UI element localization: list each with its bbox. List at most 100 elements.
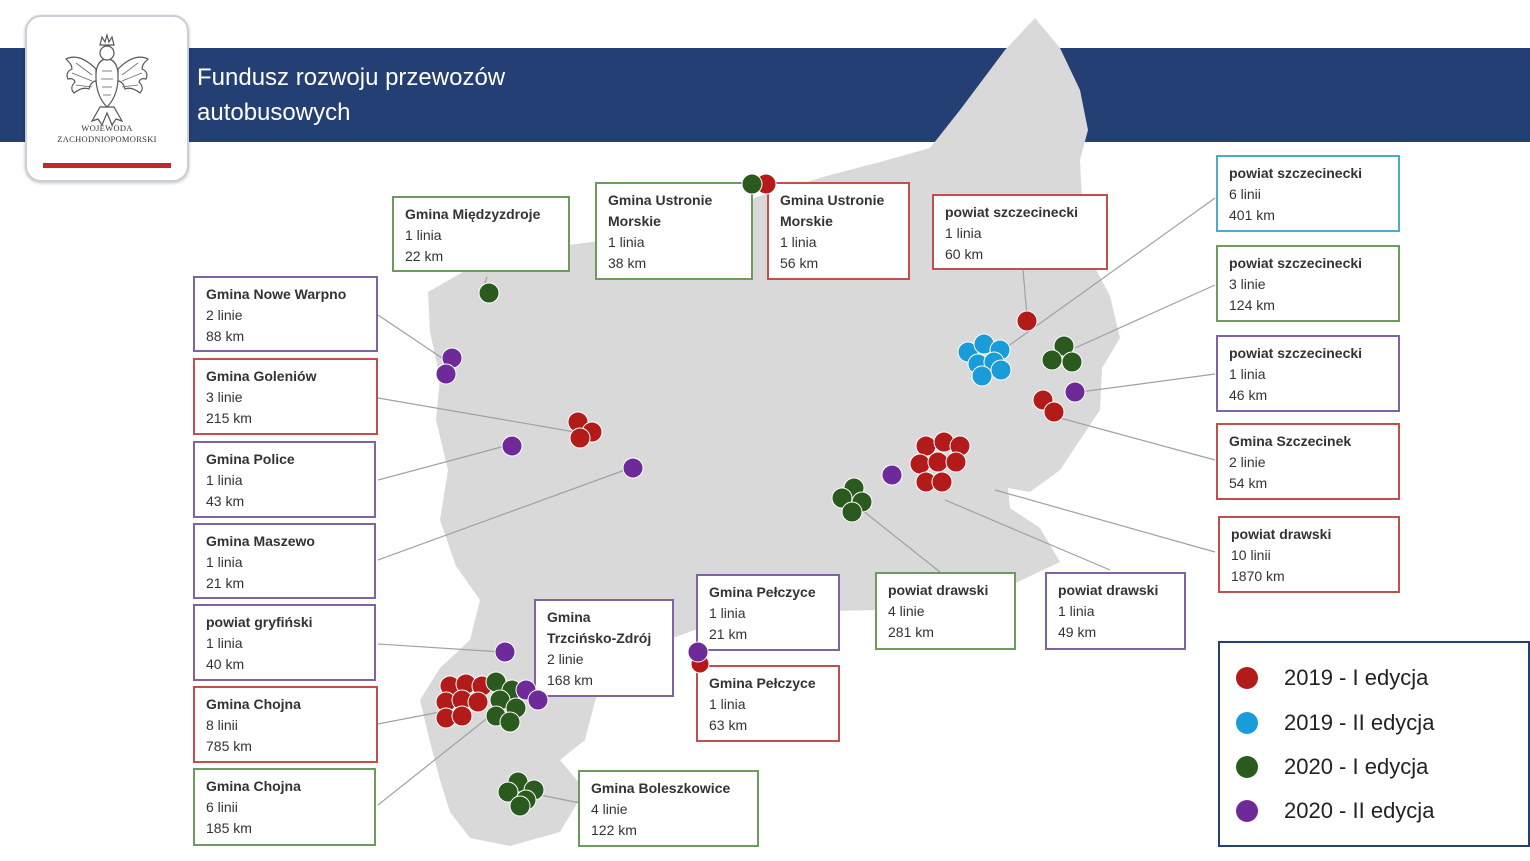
card-gmina-nowe-warpno: Gmina Nowe Warpno 2 linie 88 km: [193, 276, 378, 352]
card-lines: 1 linia: [1229, 366, 1266, 382]
card-gmina-boleszkowice: Gmina Boleszkowice 4 linie 122 km: [578, 770, 759, 847]
card-km: 185 km: [206, 820, 252, 836]
card-lines: 6 linii: [1229, 186, 1261, 202]
card-name: powiat drawski: [1058, 582, 1159, 598]
card-km: 1870 km: [1231, 568, 1285, 584]
card-lines: 3 linie: [1229, 276, 1266, 292]
card-lines: 1 linia: [709, 605, 746, 621]
card-lines: 1 linia: [206, 472, 243, 488]
legend-marker-2019-II: [1236, 712, 1258, 734]
card-lines: 1 linia: [608, 234, 645, 250]
card-km: 63 km: [709, 717, 748, 733]
card-lines: 2 linie: [206, 307, 243, 323]
card-name: Gmina Szczecinek: [1229, 433, 1352, 449]
leader-lines: [377, 197, 1216, 806]
legend-label: 2019 - II edycja: [1284, 710, 1435, 735]
card-lines: 1 linia: [405, 227, 442, 243]
card-name: powiat szczecinecki: [945, 204, 1079, 220]
card-lines: 4 linie: [888, 603, 925, 619]
card-name: Gmina Maszewo: [206, 533, 315, 549]
legend-marker-2019-I: [1236, 667, 1258, 689]
card-km: 46 km: [1229, 387, 1268, 403]
card-gmina-trzcinsko-zdroj: Gmina Trzcińsko-Zdrój 2 linie 168 km: [534, 599, 674, 697]
card-gmina-maszewo: Gmina Maszewo 1 linia 21 km: [193, 523, 376, 599]
card-name: Gmina Pełczyce: [709, 675, 816, 691]
legend-item-2019-II: 2019 - II edycja: [1236, 708, 1434, 738]
card-powiat-szczecinecki-60km: powiat szczecinecki 1 linia 60 km: [932, 194, 1108, 270]
card-powiat-szczecinecki-46km: powiat szczecinecki 1 linia 46 km: [1216, 335, 1400, 412]
card-name: Gmina Międzyzdroje: [405, 206, 541, 222]
card-name: Gmina Chojna: [206, 696, 301, 712]
legend-marker-2020-I: [1236, 756, 1258, 778]
card-lines: 3 linie: [206, 389, 243, 405]
card-name: powiat szczecinecki: [1229, 165, 1363, 181]
card-name: Gmina Boleszkowice: [591, 780, 731, 796]
card-name: Gmina Trzcińsko-Zdrój: [547, 609, 652, 646]
page-title: Fundusz rozwoju przewozów autobusowych: [197, 64, 506, 126]
legend-item-2020-I: 2020 - I edycja: [1236, 752, 1428, 782]
card-km: 56 km: [780, 255, 819, 271]
card-powiat-drawski-49km: powiat drawski 1 linia 49 km: [1045, 572, 1186, 650]
card-lines: 4 linie: [591, 801, 628, 817]
card-powiat-drawski-1870km: powiat drawski 10 linii 1870 km: [1218, 516, 1400, 593]
emblem: WOJEWODA ZACHODNIOPOMORSKI: [25, 15, 189, 182]
card-km: 43 km: [206, 493, 245, 509]
emblem-red-bar: [43, 163, 171, 168]
card-powiat-gryfinski: powiat gryfiński 1 linia 40 km: [193, 604, 376, 681]
card-lines: 10 linii: [1231, 547, 1271, 563]
legend-label: 2020 - II edycja: [1284, 798, 1435, 823]
legend-item-2020-II: 2020 - II edycja: [1236, 796, 1434, 826]
card-powiat-drawski-281km: powiat drawski 4 linie 281 km: [875, 572, 1016, 650]
card-km: 49 km: [1058, 624, 1097, 640]
card-name: powiat drawski: [888, 582, 989, 598]
card-gmina-chojna-785km: Gmina Chojna 8 linii 785 km: [193, 686, 378, 763]
card-name: powiat drawski: [1231, 526, 1332, 542]
legend-item-2019-I: 2019 - I edycja: [1236, 663, 1428, 693]
card-lines: 1 linia: [780, 234, 817, 250]
card-lines: 1 linia: [206, 635, 243, 651]
card-km: 21 km: [206, 575, 245, 591]
legend-label: 2020 - I edycja: [1284, 754, 1429, 779]
card-lines: 1 linia: [206, 554, 243, 570]
legend: 2019 - I edycja 2019 - II edycja 2020 - …: [1218, 641, 1530, 847]
card-km: 54 km: [1229, 475, 1268, 491]
card-gmina-chojna-185km: Gmina Chojna 6 linii 185 km: [193, 768, 376, 846]
card-name: Gmina Ustronie Morskie: [780, 192, 885, 229]
emblem-caption: WOJEWODA ZACHODNIOPOMORSKI: [57, 123, 157, 144]
card-gmina-szczecinek: Gmina Szczecinek 2 linie 54 km: [1216, 423, 1400, 500]
card-gmina-ustronie-morskie-2020: Gmina Ustronie Morskie 1 linia 38 km: [595, 182, 753, 280]
card-lines: 8 linii: [206, 717, 238, 733]
card-km: 40 km: [206, 656, 245, 672]
card-lines: 1 linia: [1058, 603, 1095, 619]
card-lines: 6 linii: [206, 799, 238, 815]
card-km: 124 km: [1229, 297, 1275, 313]
card-gmina-ustronie-morskie-2019: Gmina Ustronie Morskie 1 linia 56 km: [767, 182, 910, 280]
white-eagle-coat-of-arms-icon: [64, 32, 150, 127]
card-km: 22 km: [405, 248, 444, 264]
card-lines: 1 linia: [709, 696, 746, 712]
card-name: Gmina Nowe Warpno: [206, 286, 347, 302]
card-name: Gmina Chojna: [206, 778, 301, 794]
card-km: 281 km: [888, 624, 934, 640]
card-km: 215 km: [206, 410, 252, 426]
legend-marker-2020-II: [1236, 800, 1258, 822]
card-km: 88 km: [206, 328, 245, 344]
card-km: 21 km: [709, 626, 748, 642]
card-name: Gmina Goleniów: [206, 368, 317, 384]
card-name: Gmina Ustronie Morskie: [608, 192, 713, 229]
card-km: 785 km: [206, 738, 252, 754]
card-gmina-pelczyce-63km: Gmina Pełczyce 1 linia 63 km: [696, 665, 840, 742]
card-lines: 1 linia: [945, 225, 982, 241]
legend-label: 2019 - I edycja: [1284, 665, 1429, 690]
title-banner: [0, 48, 1530, 142]
card-name: Gmina Police: [206, 451, 295, 467]
card-lines: 2 linie: [547, 651, 584, 667]
card-name: powiat szczecinecki: [1229, 345, 1363, 361]
card-km: 60 km: [945, 246, 984, 262]
card-gmina-goleniow: Gmina Goleniów 3 linie 215 km: [193, 358, 378, 435]
card-lines: 2 linie: [1229, 454, 1266, 470]
card-name: powiat szczecinecki: [1229, 255, 1363, 271]
card-powiat-szczecinecki-124km: powiat szczecinecki 3 linie 124 km: [1216, 245, 1400, 322]
card-gmina-police: Gmina Police 1 linia 43 km: [193, 441, 376, 518]
card-km: 38 km: [608, 255, 647, 271]
